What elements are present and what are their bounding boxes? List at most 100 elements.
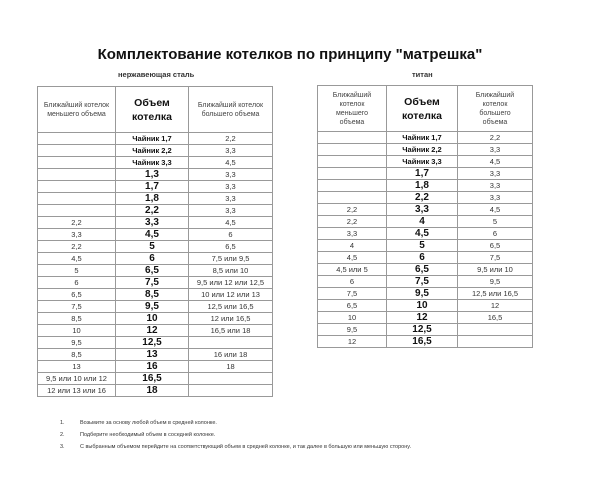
smaller-volume-cell: 4	[317, 239, 387, 252]
smaller-volume-cell	[37, 180, 116, 193]
volume-cell: Чайник 3,3	[115, 156, 189, 169]
volume-cell: 1,3	[115, 168, 189, 181]
volume-cell: 12,5	[115, 336, 189, 349]
larger-volume-cell: 16,5 или 18	[188, 324, 273, 337]
larger-volume-cell: 4,5	[188, 156, 273, 169]
header-smaller: Ближайший котелок меньшего объема	[37, 86, 116, 133]
larger-volume-cell: 2,2	[188, 132, 273, 145]
volume-cell: 10	[386, 299, 458, 312]
smaller-volume-cell: 12	[317, 335, 387, 348]
larger-volume-cell: 4,5	[457, 203, 533, 216]
volume-cell: Чайник 2,2	[386, 143, 458, 156]
smaller-volume-cell	[37, 204, 116, 217]
larger-volume-cell: 5	[457, 215, 533, 228]
smaller-volume-cell	[37, 192, 116, 205]
larger-volume-cell: 3,3	[188, 168, 273, 181]
volume-cell: 13	[115, 348, 189, 361]
smaller-volume-cell: 6,5	[37, 288, 116, 301]
larger-volume-cell	[188, 372, 273, 385]
volume-cell: 16,5	[115, 372, 189, 385]
table-row: 9,5 12,5	[317, 323, 533, 336]
table-row: 4,5 6 7,5	[317, 251, 533, 264]
table-row: 7,5 9,5 12,5 или 16,5	[317, 287, 533, 300]
larger-volume-cell	[457, 323, 533, 336]
volume-cell: 6	[386, 251, 458, 264]
table-row: 2,2 5 6,5	[37, 240, 273, 253]
larger-volume-cell: 7,5 или 9,5	[188, 252, 273, 265]
header-volume: Объем котелка	[115, 86, 189, 133]
table-row: 10 12 16,5	[317, 311, 533, 324]
smaller-volume-cell: 6,5	[317, 299, 387, 312]
larger-volume-cell: 16 или 18	[188, 348, 273, 361]
volume-cell: 16	[115, 360, 189, 373]
smaller-volume-cell: 10	[317, 311, 387, 324]
table-row: 2,2 3,3 4,5	[37, 216, 273, 229]
instructions-list: 1. Возьмите за основу любой объем в средн…	[60, 419, 411, 455]
larger-volume-cell: 7,5	[457, 251, 533, 264]
volume-cell: 3,3	[115, 216, 189, 229]
volume-cell: 12	[386, 311, 458, 324]
smaller-volume-cell: 6	[317, 275, 387, 288]
smaller-volume-cell: 9,5	[317, 323, 387, 336]
larger-volume-cell: 12 или 16,5	[188, 312, 273, 325]
table-row: 4 5 6,5	[317, 239, 533, 252]
volume-cell: Чайник 1,7	[386, 131, 458, 144]
volume-cell: 4,5	[115, 228, 189, 241]
volume-cell: 1,7	[115, 180, 189, 193]
volume-cell: Чайник 1,7	[115, 132, 189, 145]
smaller-volume-cell	[37, 156, 116, 169]
smaller-volume-cell	[37, 144, 116, 157]
table-row: 6,5 8,5 10 или 12 или 13	[37, 288, 273, 301]
smaller-volume-cell	[317, 143, 387, 156]
larger-volume-cell: 12,5 или 16,5	[188, 300, 273, 313]
volume-cell: 7,5	[115, 276, 189, 289]
larger-volume-cell	[188, 336, 273, 349]
volume-cell: 5	[386, 239, 458, 252]
instruction-text: Подберите необходимый объем в соседней к…	[80, 432, 216, 438]
instruction-text: Возьмите за основу любой объем в средней…	[80, 420, 217, 426]
smaller-volume-cell	[37, 132, 116, 145]
larger-volume-cell	[188, 384, 273, 397]
smaller-volume-cell: 9,5	[37, 336, 116, 349]
larger-volume-cell: 4,5	[457, 155, 533, 168]
titan-label: титан	[412, 70, 433, 79]
volume-cell: 1,8	[386, 179, 458, 192]
table-row: Чайник 3,3 4,5	[37, 156, 273, 169]
smaller-volume-cell: 7,5	[317, 287, 387, 300]
table-row: 1,7 3,3	[37, 180, 273, 193]
instruction-number: 3.	[60, 444, 65, 450]
larger-volume-cell: 3,3	[188, 192, 273, 205]
header-volume: Объем котелка	[386, 85, 458, 132]
table-row: 1,8 3,3	[317, 179, 533, 192]
volume-cell: Чайник 3,3	[386, 155, 458, 168]
smaller-volume-cell: 4,5	[37, 252, 116, 265]
smaller-volume-cell: 5	[37, 264, 116, 277]
larger-volume-cell: 18	[188, 360, 273, 373]
volume-cell: 6	[115, 252, 189, 265]
table-row: 1,7 3,3	[317, 167, 533, 180]
steel-label: нержавеющая сталь	[118, 70, 195, 79]
larger-volume-cell: 9,5	[457, 275, 533, 288]
volume-cell: 9,5	[115, 300, 189, 313]
table-row: 13 16 18	[37, 360, 273, 373]
larger-volume-cell: 3,3	[188, 204, 273, 217]
volume-cell: 3,3	[386, 203, 458, 216]
table-row: 1,3 3,3	[37, 168, 273, 181]
larger-volume-cell: 9,5 или 12 или 12,5	[188, 276, 273, 289]
larger-volume-cell: 6	[457, 227, 533, 240]
larger-volume-cell	[457, 335, 533, 348]
instruction-number: 1.	[60, 420, 65, 426]
volume-cell: 8,5	[115, 288, 189, 301]
smaller-volume-cell: 12 или 13 или 16	[37, 384, 116, 397]
smaller-volume-cell: 8,5	[37, 312, 116, 325]
smaller-volume-cell: 4,5	[317, 251, 387, 264]
header-larger: Ближайший котелок большего объема	[188, 86, 273, 133]
volume-cell: 10	[115, 312, 189, 325]
larger-volume-cell: 3,3	[457, 191, 533, 204]
table-row: Чайник 2,2 3,3	[37, 144, 273, 157]
table-row: 3,3 4,5 6	[317, 227, 533, 240]
smaller-volume-cell: 9,5 или 10 или 12	[37, 372, 116, 385]
table-row: Чайник 1,7 2,2	[317, 131, 533, 144]
smaller-volume-cell	[317, 155, 387, 168]
instruction-text: С выбранным объемом перейдите на соответ…	[80, 444, 411, 450]
